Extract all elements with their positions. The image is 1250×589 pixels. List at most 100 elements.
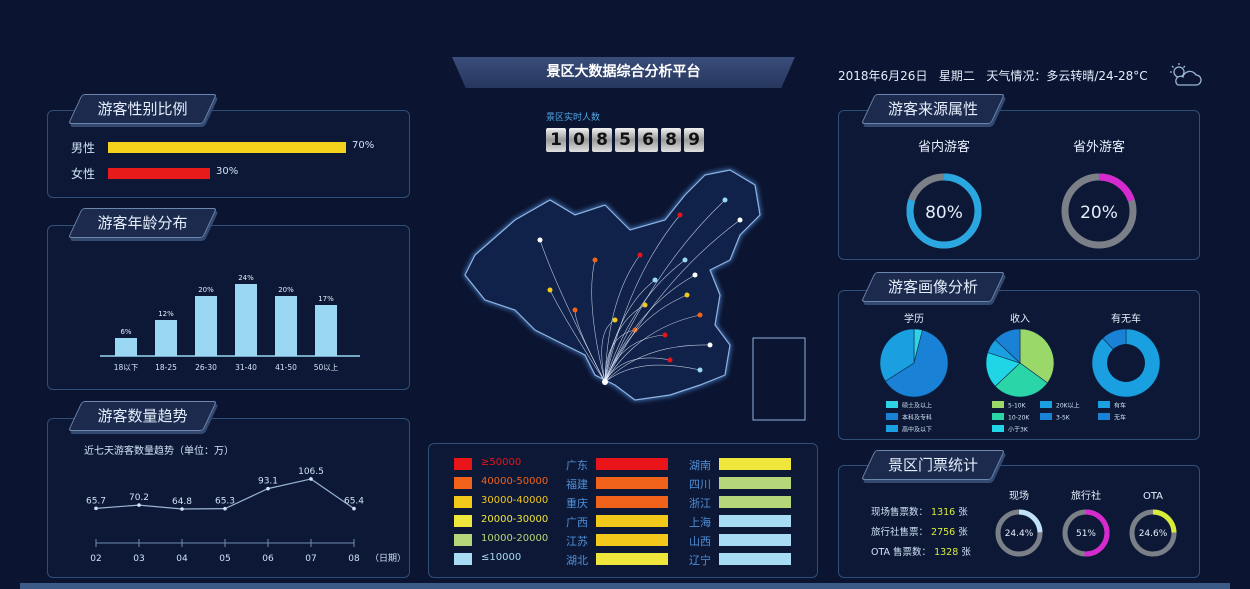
city-point [642, 302, 648, 308]
legend-range-label: 30000-40000 [481, 495, 549, 506]
legend-range-label: 20000-30000 [481, 514, 549, 525]
partly-cloudy-icon [1170, 63, 1202, 86]
age-title: 游客年龄分布 [97, 214, 188, 232]
city-point [612, 317, 618, 323]
province-label: 福建 [566, 478, 588, 491]
flow-line [604, 304, 646, 383]
province-label: 广西 [566, 516, 588, 529]
counter-digit: 6 [638, 128, 658, 152]
province-label: 湖北 [566, 554, 588, 567]
ticket-row-label: 旅行社售票： [871, 527, 929, 538]
date-weather: 2018年6月26日 星期二 天气情况：多云转晴/24-28°C [838, 67, 1148, 84]
trend-point-label: 65.4 [344, 497, 364, 507]
pie-legend-label: 本科及专科 [902, 414, 932, 422]
legend-swatch [454, 515, 472, 527]
ticket-row: 旅行社售票： 2756 张 [871, 524, 968, 538]
pie-legend-label: 无车 [1114, 414, 1126, 422]
source-value: 80% [925, 203, 963, 223]
province-bar [719, 496, 791, 508]
trend-tick-label: 08 [348, 554, 360, 564]
source-title-tag: 游客来源属性 [861, 94, 1005, 124]
source-donuts: 省内游客 80% 省外游客 20% [906, 139, 1137, 249]
source-label: 省内游客 [918, 139, 970, 155]
pie-legend-label: 10-20K [1008, 415, 1030, 422]
province-bar [596, 458, 668, 470]
province-bar [719, 515, 791, 527]
age-tick-label: 50以上 [314, 363, 339, 372]
profile-chart-title: 收入 [1010, 312, 1030, 325]
city-point [662, 332, 668, 338]
trend-point [309, 477, 313, 481]
age-bar [275, 296, 297, 356]
legend-range-label: ≥50000 [481, 457, 522, 468]
pie-legend-swatch [1040, 401, 1052, 408]
city-point [697, 312, 703, 318]
province-label: 山西 [689, 535, 711, 548]
pie-legend-swatch [1040, 413, 1052, 420]
city-point [667, 357, 673, 363]
trend-tick-label: 05 [219, 554, 230, 564]
counter-digit: 8 [592, 128, 612, 152]
trend-title-tag: 游客数量趋势 [68, 401, 217, 431]
province-label: 浙江 [689, 497, 711, 510]
profile-chart-title: 学历 [904, 312, 924, 325]
province-label: 上海 [689, 516, 711, 529]
province-label: 辽宁 [689, 554, 711, 567]
province-bar [596, 515, 668, 527]
ticket-row-label: OTA 售票数： [871, 547, 932, 558]
city-point [722, 197, 728, 203]
tickets-title: 景区门票统计 [887, 456, 978, 474]
pie-legend-label: 有车 [1114, 402, 1126, 410]
weather: 天气情况：多云转晴/24-28°C [986, 69, 1148, 83]
age-bar-chart: 6% 18以下 12% 18-25 20% 26-30 24% 31-40 20% 41-50 17… [100, 274, 360, 372]
age-bar-label: 6% [120, 328, 131, 336]
city-point [682, 257, 688, 263]
ticket-row-label: 现场售票数： [871, 507, 929, 518]
ticket-row-value: 1328 [934, 547, 959, 558]
age-bar [155, 320, 177, 356]
ticket-ring-arc [1062, 509, 1110, 557]
counter-digit: 1 [546, 128, 566, 152]
donut-hole [1107, 344, 1145, 382]
flow-line [591, 259, 606, 383]
counter-digit: 5 [615, 128, 635, 152]
city-point [677, 212, 683, 218]
flow-line [604, 364, 701, 383]
ticket-row-unit: 张 [958, 527, 968, 538]
source-title: 游客来源属性 [887, 100, 978, 118]
profile-title-tag: 游客画像分析 [861, 272, 1005, 302]
age-bar [315, 305, 337, 356]
date: 2018年6月26日 [838, 69, 928, 83]
legend-swatch [454, 496, 472, 508]
hub-point [602, 379, 608, 385]
age-bar-label: 20% [198, 286, 214, 294]
legend-swatch [454, 458, 472, 470]
city-point [684, 292, 690, 298]
trend-tick-label: 03 [133, 554, 144, 564]
pie-legend-label: 小于3K [1008, 426, 1029, 434]
gender-label: 女性 [71, 167, 96, 181]
pie-slice [994, 362, 1048, 398]
trend-subtitle: 近七天游客数量趋势（单位：万） [84, 446, 234, 457]
ticket-row: 现场售票数： 1316 张 [871, 504, 968, 518]
province-bar [719, 477, 791, 489]
flow-line [604, 219, 741, 383]
ticket-ring-value: 24.6% [1139, 529, 1168, 539]
pie-legend-swatch [886, 413, 898, 420]
legend-range-label: 10000-20000 [481, 533, 549, 544]
ticket-ring-arc [995, 509, 1043, 557]
province-bar [596, 477, 668, 489]
south-sea-inset [752, 337, 806, 421]
gender-title: 游客性别比例 [97, 100, 188, 118]
ticket-ring-label: OTA [1143, 491, 1163, 502]
age-tick-label: 26-30 [195, 363, 217, 372]
city-point [692, 272, 698, 278]
trend-point [94, 506, 98, 511]
flow-line [604, 199, 726, 383]
province-bar [719, 458, 791, 470]
ticket-ring-value: 51% [1076, 529, 1096, 539]
trend-point-label: 64.8 [172, 497, 192, 507]
weekday: 星期二 [938, 69, 975, 83]
